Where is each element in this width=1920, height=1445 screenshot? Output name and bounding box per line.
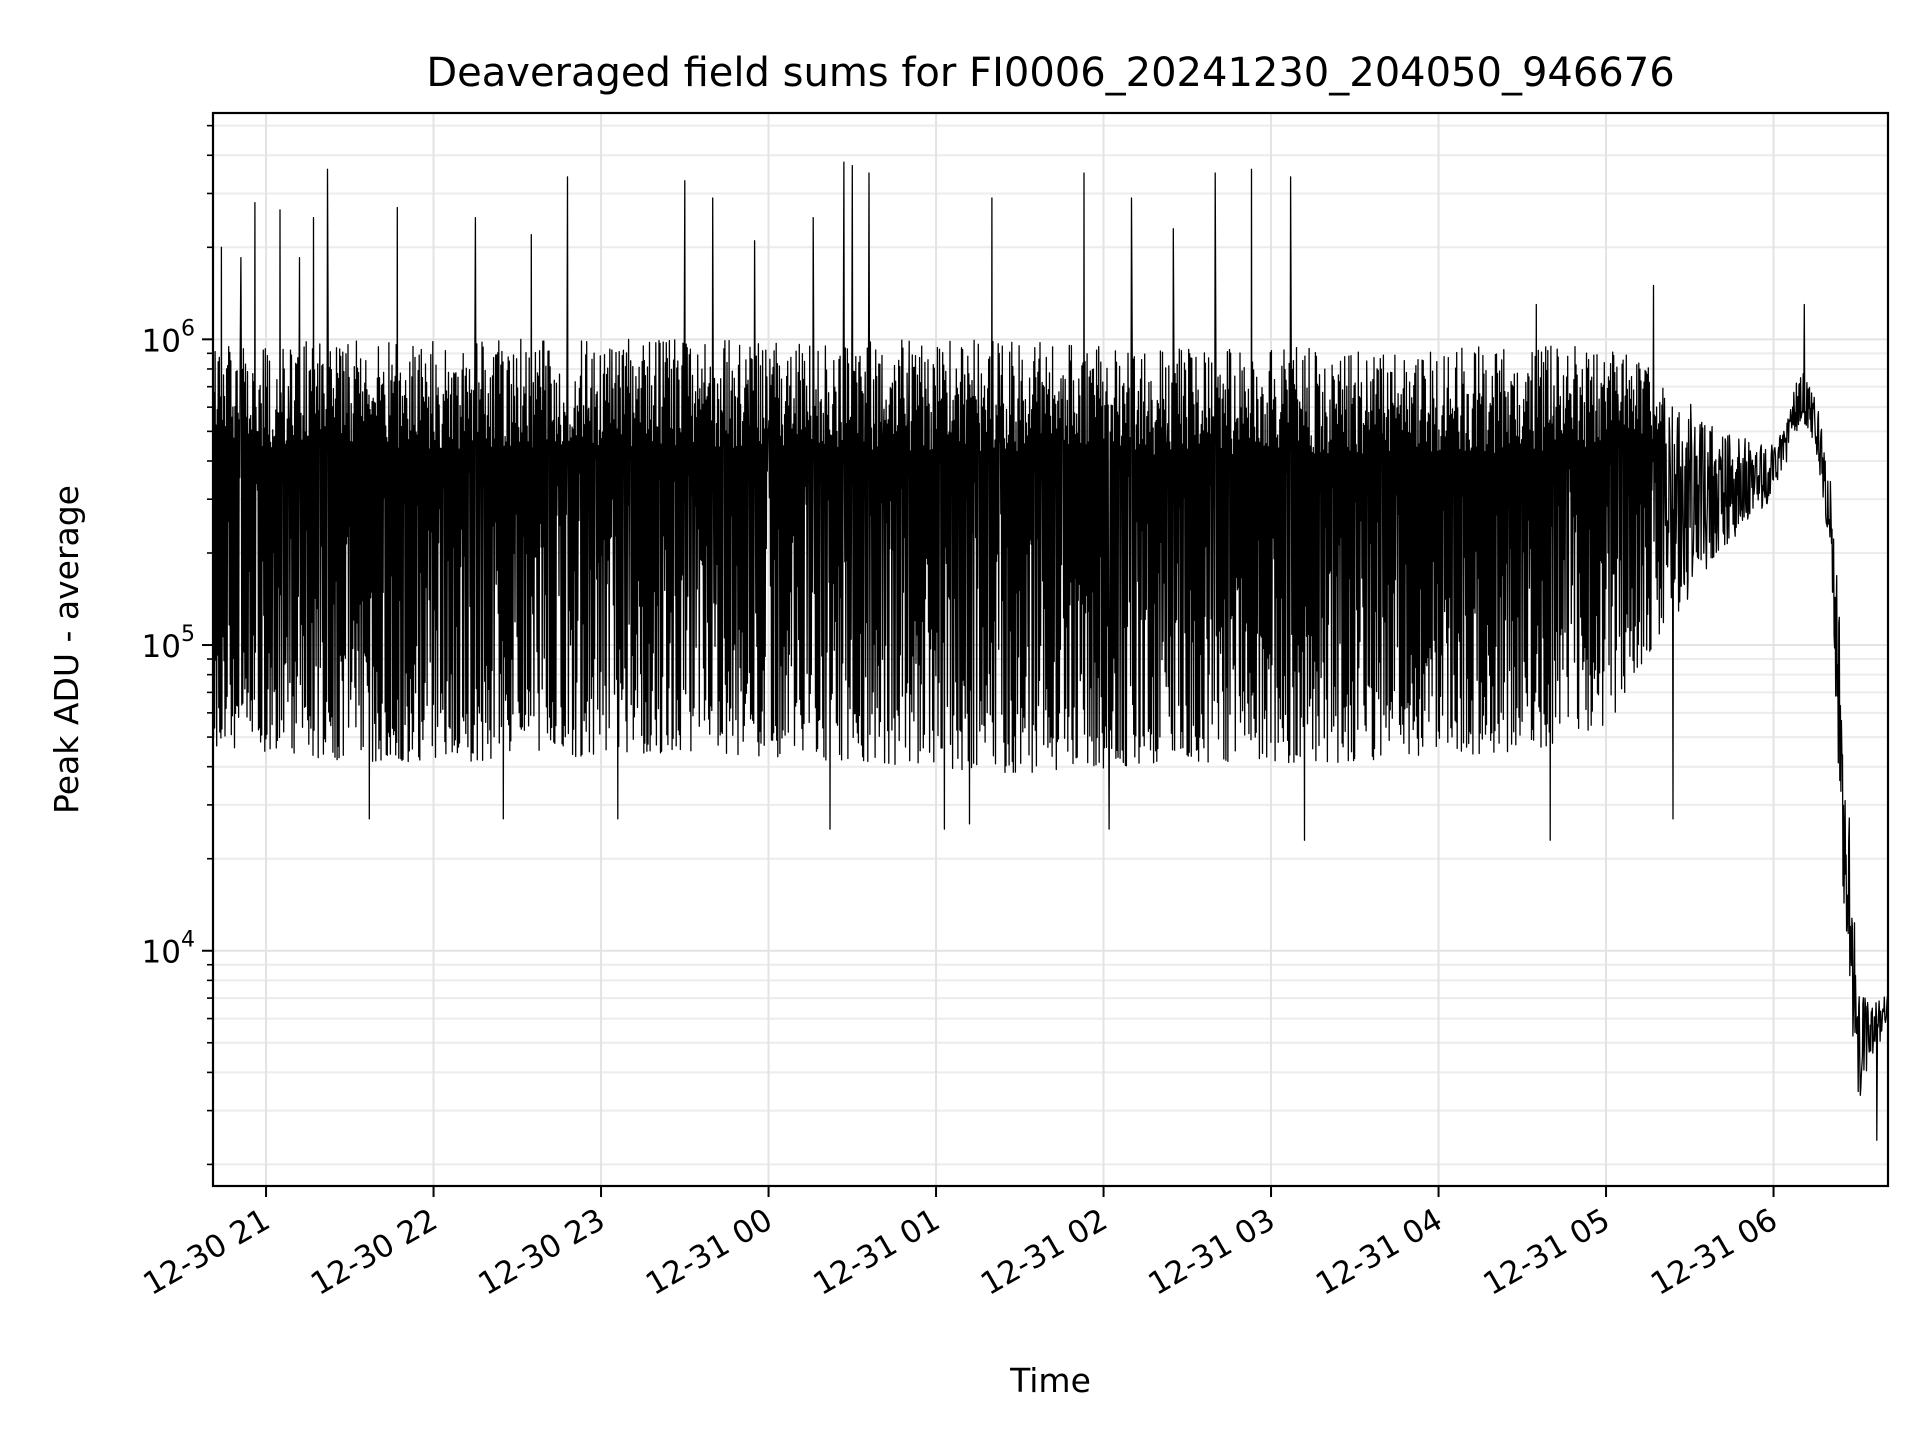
x-axis-title: Time: [1009, 1361, 1091, 1400]
series-line: [213, 161, 1888, 1141]
y-tick-label: 105: [142, 622, 195, 665]
y-tick-label: 104: [142, 928, 195, 971]
plot-area: [213, 161, 1888, 1141]
axes-frame: [211, 111, 1890, 1188]
y-axis-title: Peak ADU - average: [47, 485, 86, 814]
chart-title: Deaveraged field sums for FI0006_2024123…: [426, 50, 1674, 96]
y-tick-label: 106: [142, 316, 195, 359]
